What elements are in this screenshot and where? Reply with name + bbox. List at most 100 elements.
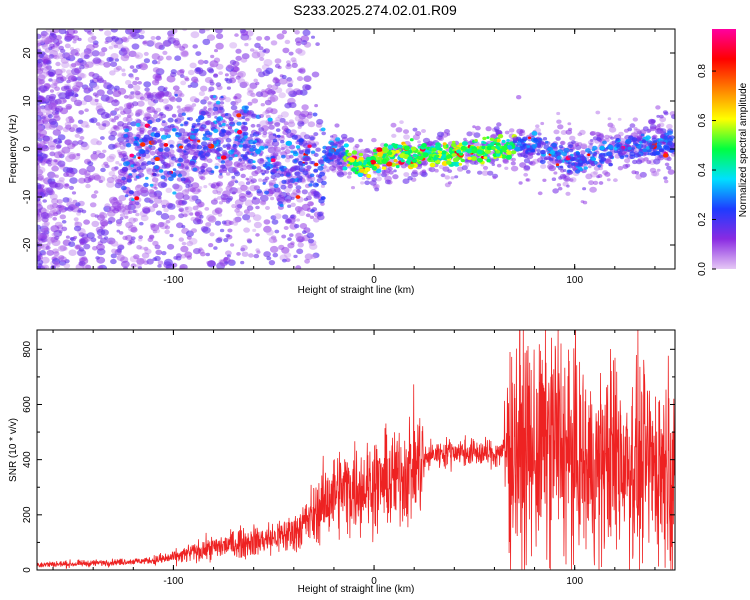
heatmap-cell — [37, 265, 46, 269]
heatmap-cell — [659, 148, 664, 153]
heatmap-cell — [39, 40, 45, 44]
heatmap-cell — [120, 54, 130, 62]
heatmap-cell — [145, 176, 149, 180]
heatmap-cell — [533, 137, 538, 142]
heatmap-cell — [260, 103, 265, 107]
heatmap-cell — [461, 141, 468, 146]
heatmap-cell — [118, 133, 123, 138]
heatmap-cell — [71, 191, 77, 195]
heatmap-cell — [208, 86, 215, 92]
heatmap-cell — [84, 63, 90, 68]
heatmap-cell — [235, 210, 243, 217]
heatmap-cell — [54, 86, 60, 91]
heatmap-cell — [267, 144, 274, 150]
heatmap-cell — [121, 157, 126, 162]
heatmap-cell — [297, 206, 304, 212]
heatmap-cell — [123, 103, 131, 109]
heatmap-cell — [581, 144, 587, 150]
heatmap-cell — [238, 192, 246, 199]
heatmap-cell — [128, 93, 135, 100]
heatmap-cell — [593, 170, 599, 175]
heatmap-cell — [281, 29, 287, 35]
heatmap-cell — [37, 156, 42, 161]
heatmap-cell — [607, 122, 614, 128]
heatmap-cell — [346, 163, 351, 167]
heatmap-cell — [203, 106, 208, 110]
heatmap-cell — [48, 118, 57, 125]
heatmap-cell — [493, 156, 497, 160]
heatmap-cell — [399, 120, 404, 124]
heatmap-cell — [574, 169, 581, 174]
heatmap-cell — [111, 118, 117, 123]
heatmap-cell — [62, 126, 70, 133]
heatmap-cell — [59, 214, 66, 220]
heatmap-cell — [634, 151, 639, 156]
heatmap-cell — [319, 171, 326, 177]
heatmap-cell — [505, 154, 512, 160]
heatmap-cell — [495, 150, 501, 154]
heatmap-cell — [224, 113, 229, 116]
heatmap-cell — [148, 189, 155, 195]
heatmap-cell — [208, 137, 214, 142]
heatmap-cell — [83, 86, 92, 93]
heatmap-cell — [236, 113, 242, 118]
heatmap-cell — [179, 145, 184, 149]
heatmap-cell — [471, 156, 477, 161]
heatmap-cell — [226, 86, 231, 90]
heatmap-cell — [526, 145, 531, 148]
heatmap-cell — [565, 191, 571, 196]
heatmap-cell — [632, 159, 638, 165]
heatmap-cell — [136, 258, 145, 265]
heatmap-cell — [329, 165, 336, 171]
heatmap-cell — [284, 39, 291, 45]
heatmap-cell — [76, 76, 83, 81]
heatmap-cell — [526, 178, 531, 182]
heatmap-cell — [208, 182, 213, 186]
heatmap-cell — [97, 152, 106, 159]
heatmap-cell — [445, 154, 451, 159]
heatmap-cell — [393, 169, 397, 173]
heatmap-cell — [148, 125, 152, 129]
heatmap-cell — [179, 93, 185, 98]
heatmap-cell — [568, 144, 573, 149]
heatmap-cell — [206, 148, 212, 154]
heatmap-cell — [285, 64, 292, 70]
heatmap-cell — [280, 135, 285, 138]
heatmap-cell — [197, 189, 202, 193]
heatmap-cell — [215, 100, 221, 105]
heatmap-cell — [165, 106, 170, 110]
heatmap-cell — [53, 261, 60, 266]
heatmap-cell — [247, 37, 252, 41]
heatmap-cell — [181, 50, 189, 57]
heatmap-cell — [338, 140, 344, 145]
heatmap-cell — [99, 237, 108, 244]
heatmap-cell — [444, 182, 451, 188]
heatmap-cell — [125, 234, 133, 241]
heatmap-cell — [132, 217, 139, 222]
heatmap-cell — [239, 168, 244, 171]
heatmap-cell — [182, 131, 190, 137]
heatmap-cell — [442, 142, 447, 146]
heatmap-cell — [79, 136, 85, 140]
heatmap-cell — [157, 55, 164, 61]
heatmap-cell — [226, 162, 233, 168]
heatmap-cell — [295, 236, 304, 243]
heatmap-cell — [483, 156, 488, 160]
heatmap-cell — [384, 179, 391, 185]
heatmap-cell — [347, 152, 352, 157]
heatmap-cell — [79, 73, 87, 79]
heatmap-cell — [233, 66, 240, 72]
heatmap-cell — [278, 194, 282, 198]
heatmap-cell — [90, 156, 98, 162]
heatmap-cell — [299, 68, 306, 74]
heatmap-cell — [234, 171, 241, 177]
heatmap-cell — [210, 121, 215, 125]
heatmap-cell — [178, 213, 185, 219]
heatmap-cell — [309, 215, 315, 219]
heatmap-cell — [216, 181, 223, 187]
heatmap-cell — [242, 131, 249, 137]
heatmap-cell — [84, 236, 91, 242]
heatmap-cell — [235, 204, 242, 210]
heatmap-cell — [624, 158, 631, 164]
heatmap-cell — [658, 130, 664, 135]
